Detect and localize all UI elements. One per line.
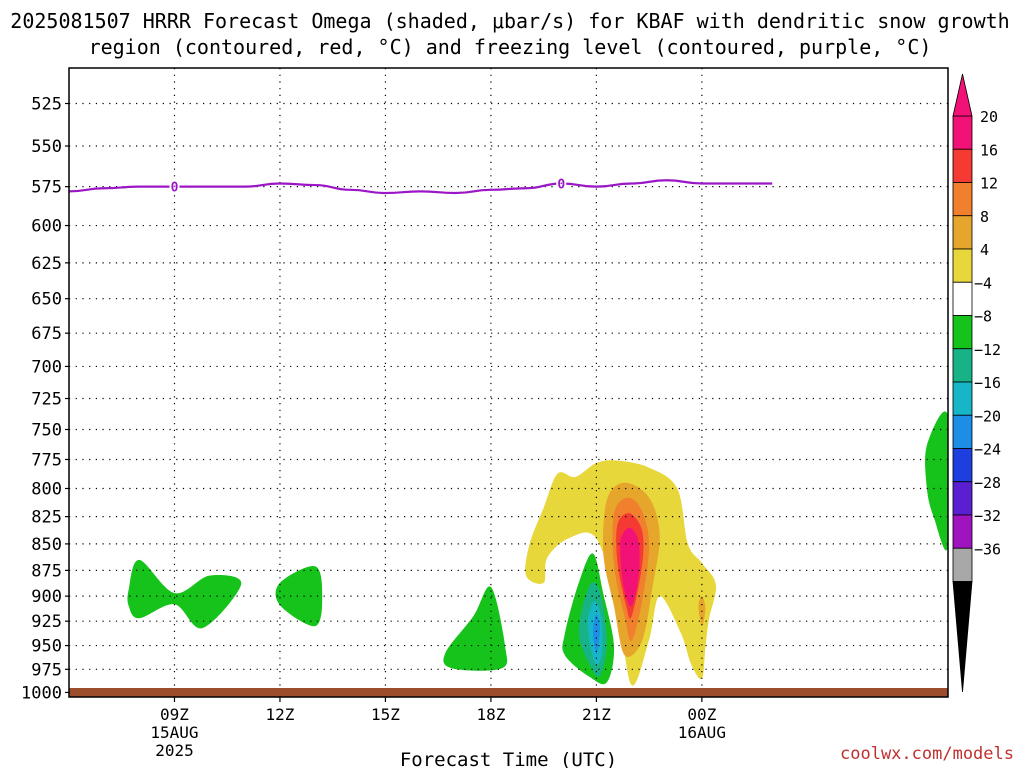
colorbar-label: 12 xyxy=(980,175,998,193)
colorbar-label: −24 xyxy=(974,441,1001,459)
x-tick-label: 09Z xyxy=(160,705,189,724)
y-tick-label: 725 xyxy=(31,390,62,410)
y-tick-label: 650 xyxy=(31,290,62,310)
colorbar-box xyxy=(952,115,973,150)
freezing-level-line xyxy=(69,179,773,195)
colorbar-label: 4 xyxy=(980,241,989,259)
omega-region-green-2 xyxy=(275,565,323,627)
colorbar-box xyxy=(952,248,973,283)
colorbar-box xyxy=(952,281,973,316)
colorbar-label: −4 xyxy=(974,274,992,292)
omega-region-green-1 xyxy=(127,559,242,629)
x-tick-sublabel: 16AUG xyxy=(678,723,726,742)
colorbar-label: 8 xyxy=(980,208,989,226)
colorbar-label: −20 xyxy=(974,407,1001,425)
omega-region-magenta-main xyxy=(620,527,640,607)
y-tick-label: 800 xyxy=(31,479,62,499)
y-tick-label: 975 xyxy=(31,660,62,680)
colorbar-label: 20 xyxy=(980,108,998,126)
colorbar-label: −32 xyxy=(974,507,1001,525)
y-tick-label: 925 xyxy=(31,612,62,632)
y-tick-label: 525 xyxy=(31,94,62,114)
y-tick-label: 850 xyxy=(31,535,62,555)
freezing-level-label-bg xyxy=(169,179,180,194)
y-tick-label: 550 xyxy=(31,137,62,157)
y-tick-label: 775 xyxy=(31,450,62,470)
colorbar-box xyxy=(952,481,973,516)
colorbar-box xyxy=(952,414,973,449)
freezing-level-label-bg xyxy=(556,176,567,191)
colorbar-box xyxy=(952,514,973,549)
y-tick-label: 675 xyxy=(31,324,62,344)
x-tick-label: 12Z xyxy=(266,705,295,724)
colorbar-label: −16 xyxy=(974,374,1001,392)
colorbar-box xyxy=(952,547,973,582)
plot-area xyxy=(69,68,948,697)
colorbar-top-arrow xyxy=(952,73,973,117)
colorbar-label: 16 xyxy=(980,141,998,159)
y-tick-label: 825 xyxy=(31,508,62,528)
x-tick-sublabel: 15AUG xyxy=(150,723,198,742)
y-tick-label: 750 xyxy=(31,421,62,441)
y-tick-label: 600 xyxy=(31,217,62,237)
plot-frame xyxy=(68,67,949,698)
y-tick-label: 950 xyxy=(31,637,62,657)
colorbar-bottom-arrow xyxy=(952,581,973,693)
colorbar-box xyxy=(952,182,973,217)
colorbar-box xyxy=(952,148,973,183)
freezing-level-label: 0 xyxy=(171,181,179,196)
x-axis-label: Forecast Time (UTC) xyxy=(400,749,617,768)
x-tick-label: 00Z xyxy=(687,705,716,724)
colorbar-label: −28 xyxy=(974,474,1001,492)
y-tick-label: 900 xyxy=(31,587,62,607)
terrain-strip xyxy=(69,688,948,697)
x-tick-label: 21Z xyxy=(582,705,611,724)
x-tick-label: 15Z xyxy=(371,705,400,724)
colorbar-box xyxy=(952,348,973,383)
chart-title: 2025081507 HRRR Forecast Omega (shaded, … xyxy=(10,9,1010,59)
x-tick-sublabel: 2025 xyxy=(155,741,194,760)
y-tick-label: 700 xyxy=(31,357,62,377)
colorbar-box xyxy=(952,315,973,350)
colorbar-label: −36 xyxy=(974,540,1001,558)
y-tick-label: 875 xyxy=(31,561,62,581)
y-tick-label: 575 xyxy=(31,178,62,198)
freezing-level-label: 0 xyxy=(557,177,565,192)
credit-label: coolwx.com/models xyxy=(840,744,1014,764)
x-tick-label: 18Z xyxy=(476,705,505,724)
colorbar-label: −8 xyxy=(974,308,992,326)
omega-region-green-3 xyxy=(443,586,508,671)
colorbar-box xyxy=(952,215,973,250)
y-tick-label: 1000 xyxy=(21,683,62,703)
omega-region-blue-4 xyxy=(592,614,600,654)
colorbar-label: −12 xyxy=(974,341,1001,359)
colorbar-box xyxy=(952,381,973,416)
omega-region-green-5 xyxy=(925,411,948,551)
y-tick-label: 625 xyxy=(31,254,62,274)
colorbar-box xyxy=(952,448,973,483)
